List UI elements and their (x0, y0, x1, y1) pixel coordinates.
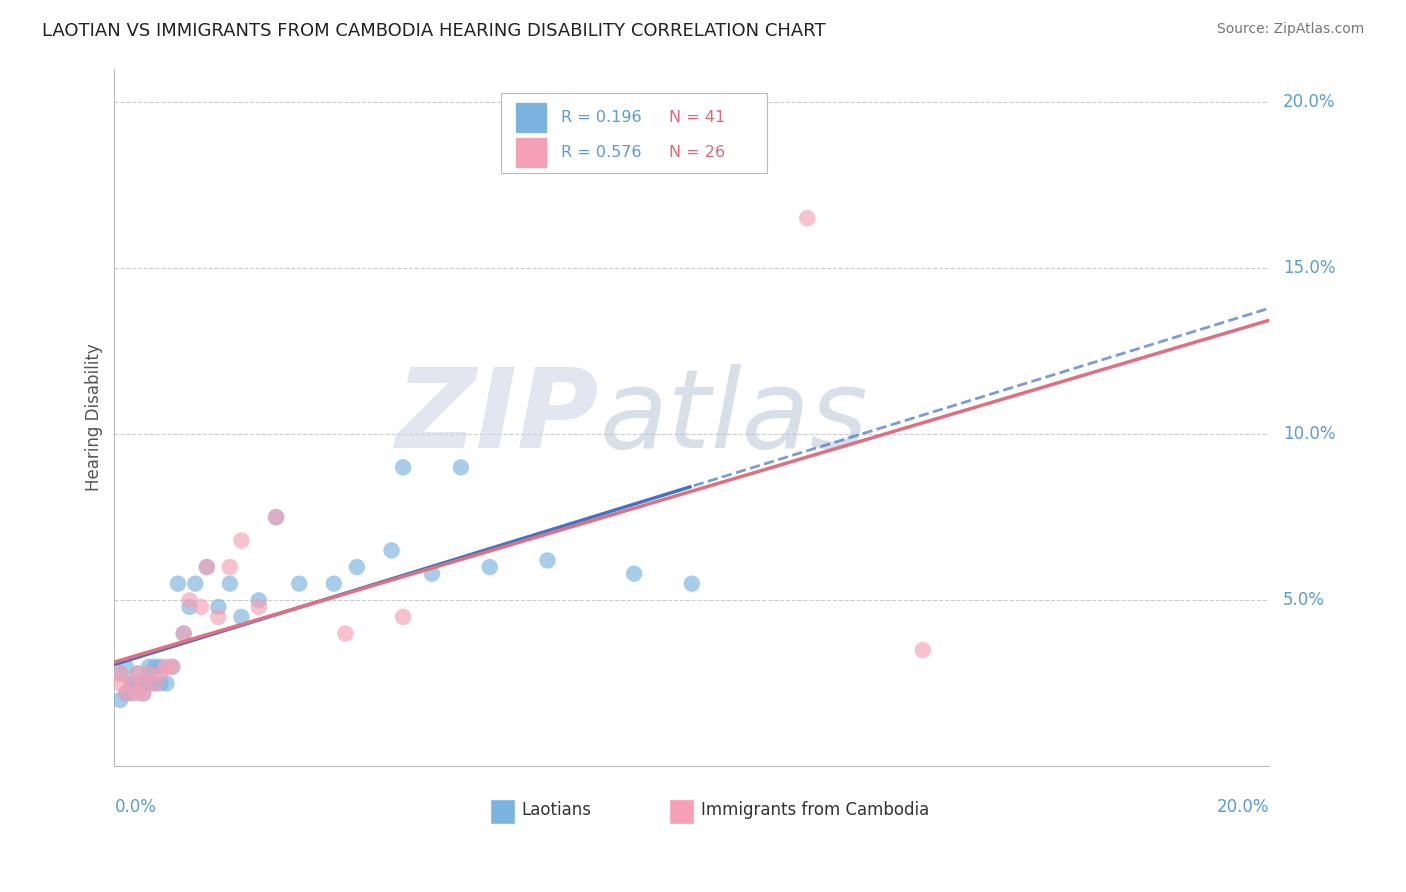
Y-axis label: Hearing Disability: Hearing Disability (86, 343, 103, 491)
Point (207, 599, 229, 614)
Bar (489, 799, 515, 824)
Point (173, 626, 195, 640)
Point (179, 593, 201, 607)
Point (264, 510, 287, 524)
Bar (669, 799, 695, 824)
Bar (515, 102, 547, 133)
Point (155, 676, 177, 690)
Bar (515, 136, 547, 168)
Point (231, 533, 253, 548)
Point (207, 610, 229, 624)
Text: LAOTIAN VS IMMIGRANTS FROM CAMBODIA HEARING DISABILITY CORRELATION CHART: LAOTIAN VS IMMIGRANTS FROM CAMBODIA HEAR… (42, 22, 825, 40)
Point (132, 686, 155, 700)
Text: atlas: atlas (599, 364, 868, 471)
Text: Source: ZipAtlas.com: Source: ZipAtlas.com (1216, 22, 1364, 37)
Point (264, 510, 287, 524)
Point (420, 566, 443, 581)
Text: 10.0%: 10.0% (1284, 425, 1336, 443)
Point (160, 659, 183, 673)
Text: 20.0%: 20.0% (1216, 797, 1270, 816)
Point (127, 666, 149, 681)
Point (115, 686, 138, 700)
Point (219, 576, 242, 591)
Text: ZIP: ZIP (396, 364, 599, 471)
Point (143, 676, 166, 690)
Point (478, 560, 501, 574)
Point (127, 676, 149, 690)
Point (127, 666, 149, 681)
Point (247, 599, 270, 614)
Point (392, 610, 415, 624)
Text: R = 0.576: R = 0.576 (561, 145, 641, 160)
Text: 0.0%: 0.0% (114, 797, 156, 816)
Point (346, 560, 368, 574)
Point (149, 676, 172, 690)
Point (121, 676, 143, 690)
Point (138, 659, 160, 673)
Text: N = 41: N = 41 (669, 110, 725, 125)
Text: Laotians: Laotians (520, 801, 591, 819)
Point (322, 576, 344, 591)
Point (108, 666, 131, 681)
Text: 5.0%: 5.0% (1284, 591, 1324, 609)
Point (160, 659, 183, 673)
Point (796, 211, 818, 225)
Text: R = 0.196: R = 0.196 (561, 110, 643, 125)
Point (681, 576, 703, 591)
Text: 15.0%: 15.0% (1284, 259, 1336, 277)
Point (108, 693, 131, 707)
Text: N = 26: N = 26 (669, 145, 725, 160)
Point (121, 676, 143, 690)
Point (190, 599, 212, 614)
Point (143, 676, 166, 690)
Point (121, 676, 143, 690)
Point (392, 460, 415, 475)
Point (911, 643, 934, 657)
Point (288, 576, 311, 591)
Point (108, 666, 131, 681)
Point (127, 686, 149, 700)
Point (536, 553, 558, 567)
Point (143, 659, 166, 673)
Point (247, 593, 270, 607)
Point (195, 560, 218, 574)
Text: Immigrants from Cambodia: Immigrants from Cambodia (702, 801, 929, 819)
FancyBboxPatch shape (502, 93, 766, 173)
Point (380, 543, 402, 558)
Point (195, 560, 218, 574)
Text: 20.0%: 20.0% (1284, 93, 1336, 111)
Point (149, 659, 172, 673)
Point (231, 610, 253, 624)
Point (115, 686, 138, 700)
Point (132, 676, 155, 690)
Point (121, 686, 143, 700)
Point (108, 676, 131, 690)
Point (167, 576, 190, 591)
Point (173, 626, 195, 640)
Point (132, 686, 155, 700)
Point (138, 666, 160, 681)
Point (184, 576, 207, 591)
Point (623, 566, 645, 581)
Point (450, 460, 472, 475)
Point (138, 676, 160, 690)
Point (115, 659, 138, 673)
Point (138, 666, 160, 681)
Point (149, 666, 172, 681)
Point (179, 599, 201, 614)
Point (335, 626, 357, 640)
Point (219, 560, 242, 574)
Point (155, 659, 177, 673)
Point (132, 676, 155, 690)
